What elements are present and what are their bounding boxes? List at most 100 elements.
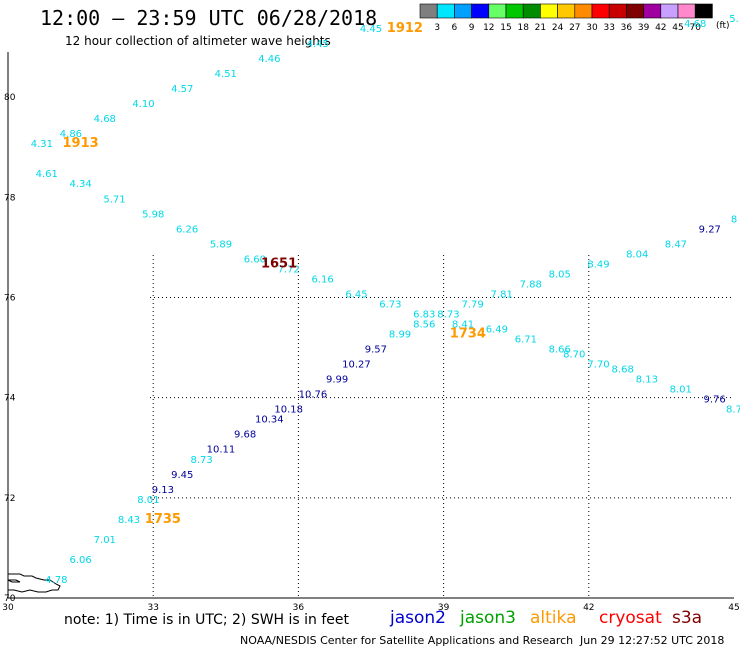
wave-height-value: 6.06 bbox=[69, 555, 91, 566]
wave-height-value: 8.05 bbox=[549, 269, 571, 280]
wave-height-value: 8.47 bbox=[665, 239, 687, 250]
wave-height-value: 5.89 bbox=[210, 239, 232, 250]
legend-jason3: jason3 bbox=[460, 608, 516, 628]
wave-height-value: 9.68 bbox=[234, 430, 256, 441]
colorbar-tick-label: 3 bbox=[434, 23, 440, 33]
longitude-label: 33 bbox=[147, 603, 158, 613]
wave-height-value: 4.10 bbox=[132, 99, 154, 110]
footer-timestamp: Jun 29 12:27:52 UTC 2018 bbox=[580, 634, 725, 647]
wave-height-value: 9.99 bbox=[326, 375, 348, 386]
wave-height-value: 4.78 bbox=[45, 575, 67, 586]
colorbar-tick-label: 36 bbox=[621, 23, 633, 33]
wave-height-value: 6.60 bbox=[244, 254, 266, 265]
wave-height-value: 8 bbox=[731, 214, 737, 225]
longitude-label: 30 bbox=[2, 603, 14, 613]
wave-height-value: 9.45 bbox=[171, 470, 193, 481]
wave-height-value: 4.31 bbox=[31, 139, 53, 150]
wave-height-value: 8.73 bbox=[190, 455, 212, 466]
pass-time-label: 1734 bbox=[450, 327, 486, 342]
colorbar-tick-label: 12 bbox=[483, 23, 494, 33]
wave-height-value: 8.01 bbox=[137, 495, 159, 506]
wave-height-value: 7.79 bbox=[462, 299, 484, 310]
wave-height-value: 8.70 bbox=[563, 350, 585, 361]
wave-height-value: 8.99 bbox=[389, 330, 411, 341]
wave-height-value: 7.01 bbox=[94, 535, 116, 546]
wave-height-value: 4.34 bbox=[69, 179, 91, 190]
wave-height-value: 5.98 bbox=[142, 209, 164, 220]
pass-time-label: 1735 bbox=[145, 512, 181, 527]
wave-height-value: 8.01 bbox=[670, 385, 692, 396]
wave-height-value: 7.70 bbox=[587, 360, 609, 371]
wave-height-value: 4.51 bbox=[215, 69, 237, 80]
graticule bbox=[150, 255, 734, 598]
wave-height-value: 8.04 bbox=[626, 249, 648, 260]
wave-height-value: 6.73 bbox=[379, 299, 401, 310]
latitude-labels: 70 72 74 76 78 80 bbox=[4, 93, 16, 604]
wave-height-value: 9.27 bbox=[699, 224, 721, 235]
wave-height-value: 5.71 bbox=[103, 194, 125, 205]
latitude-label: 78 bbox=[4, 193, 16, 203]
colorbar-swatch bbox=[694, 3, 713, 19]
wave-height-value: 6.49 bbox=[486, 325, 508, 336]
footer-note: note: 1) Time is in UTC; 2) SWH is in fe… bbox=[64, 612, 350, 628]
colorbar-tick-label: 70 bbox=[689, 23, 701, 33]
wave-height-value: 4.68 bbox=[684, 19, 706, 30]
colorbar-unit: (ft) bbox=[716, 21, 730, 31]
wave-height-value: 4.86 bbox=[60, 129, 82, 140]
latitude-label: 70 bbox=[4, 594, 16, 604]
colorbar-tick-label: 6 bbox=[452, 23, 458, 33]
wave-height-value: 8.7 bbox=[726, 405, 740, 416]
colorbar-tick-label: 18 bbox=[517, 23, 529, 33]
longitude-label: 36 bbox=[293, 603, 305, 613]
wave-height-value: 8.13 bbox=[636, 375, 658, 386]
wave-height-value: 7.72 bbox=[278, 264, 300, 275]
wave-height-value: 4.68 bbox=[94, 114, 116, 125]
longitude-label: 42 bbox=[583, 603, 594, 613]
colorbar-tick-label: 27 bbox=[569, 23, 580, 33]
wave-height-value: 10.18 bbox=[274, 405, 303, 416]
pass-time-label: 1912 bbox=[387, 21, 423, 36]
map-frame bbox=[7, 52, 734, 599]
wave-height-value: 10.76 bbox=[299, 390, 328, 401]
legend-altika: altika bbox=[530, 608, 577, 628]
longitude-label: 45 bbox=[728, 603, 739, 613]
colorbar-tick-label: 42 bbox=[655, 23, 666, 33]
wave-height-value: 4.45 bbox=[307, 39, 329, 50]
colorbar-tick-label: 24 bbox=[552, 23, 564, 33]
wave-height-value: 8.49 bbox=[587, 259, 609, 270]
wave-height-value: 9.57 bbox=[365, 345, 387, 356]
longitude-labels: 30 33 36 39 42 45 bbox=[2, 603, 739, 613]
wave-height-value: 8.73 bbox=[437, 309, 459, 320]
page-title: 12:00 – 23:59 UTC 06/28/2018 bbox=[40, 6, 378, 30]
latitude-label: 74 bbox=[4, 394, 16, 404]
colorbar-tick-label: 15 bbox=[500, 23, 511, 33]
pass-time-label: 1651 bbox=[261, 256, 297, 271]
legend-jason2: jason2 bbox=[390, 608, 446, 628]
colorbar-tick-label: 21 bbox=[535, 23, 546, 33]
wave-height-value: 6.83 bbox=[413, 309, 435, 320]
footer-credit: NOAA/NESDIS Center for Satellite Applica… bbox=[240, 634, 574, 647]
latitude-label: 76 bbox=[4, 293, 16, 303]
latitude-label: 72 bbox=[4, 494, 15, 504]
wave-height-value: 4.57 bbox=[171, 84, 193, 95]
wave-height-value: 8.41 bbox=[452, 320, 474, 331]
wave-height-value: 7.88 bbox=[520, 279, 542, 290]
colorbar-tick-label: 39 bbox=[638, 23, 650, 33]
wave-height-value: 9.76 bbox=[704, 395, 726, 406]
wave-height-value: 8.56 bbox=[413, 320, 435, 331]
wave-height-value: 4.45 bbox=[360, 24, 382, 35]
wave-height-value: 9.13 bbox=[152, 485, 174, 496]
coastline bbox=[7, 573, 61, 593]
legend-s3a: s3a bbox=[672, 608, 703, 628]
wave-height-value: 8.43 bbox=[118, 515, 140, 526]
wave-height-value: 10.27 bbox=[342, 360, 371, 371]
pass-time-label: 1913 bbox=[63, 136, 99, 151]
latitude-label: 80 bbox=[4, 93, 16, 103]
wave-height-value: 5. bbox=[729, 14, 739, 25]
colorbar-tick-label: 30 bbox=[586, 23, 598, 33]
page-subtitle: 12 hour collection of altimeter wave hei… bbox=[65, 34, 331, 48]
wave-height-points: 4.31 4.86 4.68 4.10 4.57 4.51 4.46 4.45 4.45 4.68… bbox=[31, 14, 740, 586]
wave-height-value: 8.68 bbox=[612, 365, 634, 376]
